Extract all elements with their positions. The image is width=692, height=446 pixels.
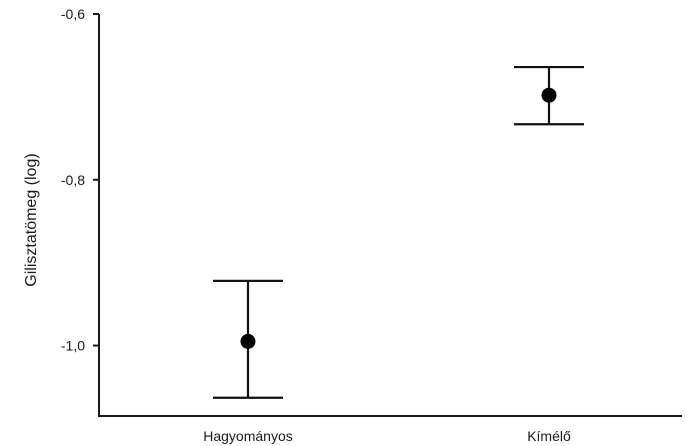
data-point-1 — [541, 87, 557, 103]
x-tick-label-0: Hagyományos — [203, 428, 293, 444]
y-tick-label-1: -0,8 — [61, 172, 85, 188]
y-tick-label-2: -1,0 — [61, 338, 85, 354]
y-tick-label-0: -0,6 — [61, 6, 85, 22]
data-marks — [213, 65, 584, 399]
x-tick-labels: Hagyományos Kímélő — [203, 428, 571, 444]
data-point-0 — [240, 333, 256, 349]
x-tick-label-1: Kímélő — [527, 428, 571, 444]
axes — [98, 14, 682, 417]
y-ticks: -0,6 -0,8 -1,0 — [61, 6, 99, 354]
y-axis-title: Gilisztatömeg (log) — [23, 153, 40, 286]
